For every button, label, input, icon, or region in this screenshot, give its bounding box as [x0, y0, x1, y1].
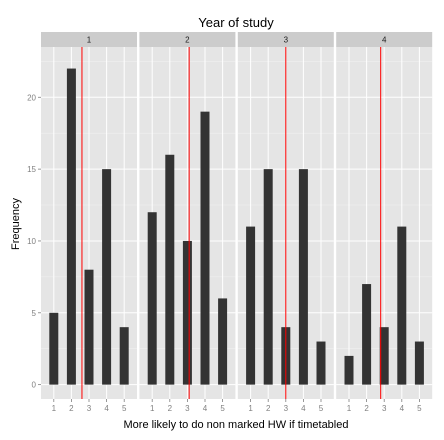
bar — [119, 327, 129, 385]
x-axis-label: More likely to do non marked HW if timet… — [124, 419, 349, 431]
bar — [102, 169, 112, 385]
bar — [165, 154, 175, 385]
x-tick-label: 5 — [122, 404, 127, 413]
x-tick-label: 4 — [400, 404, 405, 413]
y-axis-label: Frequency — [10, 198, 22, 250]
bar — [298, 169, 308, 385]
bar — [362, 284, 372, 385]
facet-strip-label: 1 — [87, 36, 92, 45]
facet-strip — [336, 32, 433, 47]
bar — [246, 226, 256, 385]
bar — [218, 298, 228, 385]
bar — [66, 68, 76, 385]
x-tick-label: 2 — [69, 404, 74, 413]
x-tick-label: 3 — [185, 404, 190, 413]
facet-strip-label: 2 — [185, 36, 190, 45]
facet-panel: 3 1 2 3 4 5 — [237, 32, 334, 413]
x-tick-label: 2 — [266, 404, 271, 413]
bar — [414, 341, 424, 385]
x-tick-label: 1 — [52, 404, 57, 413]
y-tick-label: 5 — [32, 309, 37, 318]
x-tick-label: 4 — [203, 404, 208, 413]
y-axis: 0 5 10 15 20 — [27, 93, 41, 390]
bar — [316, 341, 326, 385]
x-tick-label: 5 — [417, 404, 422, 413]
chart-title: Year of study — [198, 15, 274, 30]
bar — [182, 240, 192, 385]
x-tick-label: 3 — [87, 404, 92, 413]
x-tick-label: 3 — [284, 404, 289, 413]
x-tick-label: 1 — [248, 404, 253, 413]
x-tick-label: 5 — [220, 404, 225, 413]
bar — [147, 212, 157, 385]
facet-strip-label: 3 — [284, 36, 289, 45]
bar — [200, 111, 210, 385]
y-tick-label: 10 — [27, 237, 36, 246]
facet-strip — [139, 32, 236, 47]
y-tick-label: 20 — [27, 93, 36, 102]
facet-panel: 4 1 2 3 4 5 — [336, 32, 433, 413]
x-tick-label: 1 — [347, 404, 352, 413]
bar — [397, 226, 407, 385]
bar — [49, 312, 59, 385]
bar — [263, 169, 273, 385]
y-tick-label: 0 — [32, 381, 37, 390]
bar — [344, 355, 354, 385]
x-tick-label: 4 — [104, 404, 109, 413]
x-tick-label: 2 — [168, 404, 173, 413]
facet-panels: 1 1 2 3 4 5 2 1 2 3 4 5 3 1 2 3 4 5 4 1 2 3 4 5 — [41, 32, 433, 413]
bar — [379, 327, 389, 385]
x-tick-label: 1 — [150, 404, 155, 413]
facet-strip-label: 4 — [382, 36, 387, 45]
x-tick-label: 4 — [301, 404, 306, 413]
facet-panel: 1 1 2 3 4 5 — [41, 32, 137, 413]
x-tick-label: 2 — [364, 404, 369, 413]
x-tick-label: 3 — [382, 404, 387, 413]
y-tick-label: 15 — [27, 165, 36, 174]
facet-strip — [41, 32, 137, 47]
facet-strip — [237, 32, 334, 47]
x-tick-label: 5 — [319, 404, 324, 413]
bar — [84, 269, 94, 385]
facet-panel: 2 1 2 3 4 5 — [139, 32, 236, 413]
